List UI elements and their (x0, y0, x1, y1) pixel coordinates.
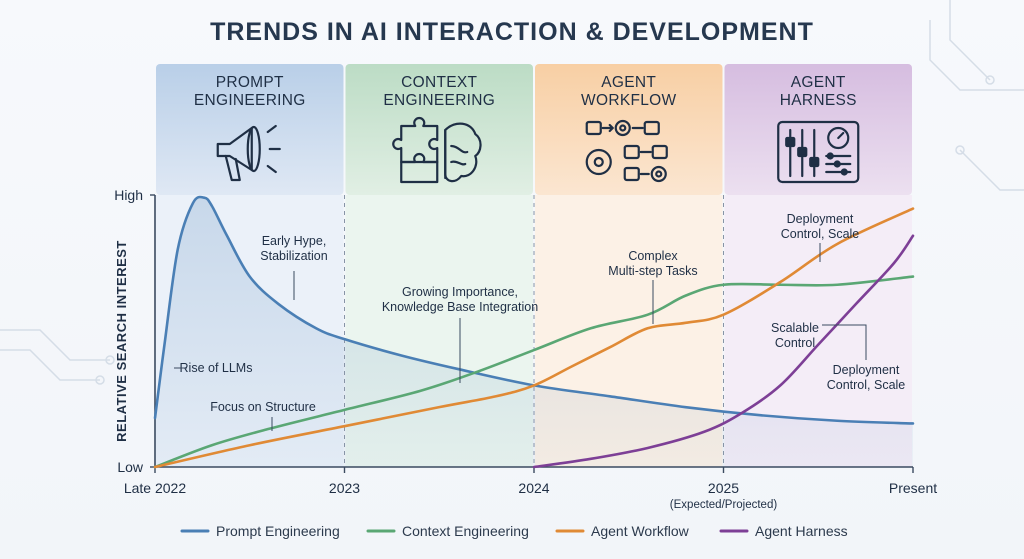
annotation-label: Complex Multi-step Tasks (608, 249, 697, 278)
y-axis-label: RELATIVE SEARCH INTEREST (114, 240, 129, 442)
chart-title: TRENDS IN AI INTERACTION & DEVELOPMENT (210, 18, 814, 46)
annotation-label: Focus on Structure (210, 400, 316, 414)
legend-label: Agent Harness (755, 523, 848, 539)
control-panel-icon (777, 120, 860, 184)
legend-label: Agent Workflow (591, 523, 690, 539)
puzzle-brain-icon (392, 116, 482, 184)
phase-label: AGENT HARNESS (780, 74, 857, 109)
workflow-gears-icon (585, 119, 668, 183)
legend-label: Context Engineering (402, 523, 529, 539)
y-tick-label: High (114, 187, 143, 203)
x-tick-label: Late 2022 (124, 480, 186, 496)
x-tick-label: 2023 (329, 480, 360, 496)
phase-header (724, 64, 912, 195)
legend-item: Context Engineering (366, 523, 529, 539)
legend-item: Agent Harness (719, 523, 848, 539)
phase-header (345, 64, 533, 195)
x-tick-label: 2025 (708, 480, 739, 496)
prompt-area-fill (155, 196, 913, 468)
annotation-label: Early Hype, Stabilization (260, 234, 327, 263)
series-line-context (153, 275, 915, 469)
annotation-label: Deployment Control, Scale (827, 363, 906, 392)
legend-item: Agent Workflow (555, 523, 690, 539)
x-tick-sublabel: (Expected/Projected) (670, 499, 778, 511)
annotation-leader (822, 324, 867, 360)
annotation-label: Deployment Control, Scale (781, 212, 860, 241)
legend-item: Prompt Engineering (180, 523, 340, 539)
series-line-prompt (153, 195, 915, 425)
x-tick-label: Present (889, 480, 937, 496)
phase-label: AGENT WORKFLOW (581, 74, 676, 109)
x-tick-label: 2024 (518, 480, 549, 496)
y-tick-label: Low (117, 459, 144, 475)
phase-label: PROMPT ENGINEERING (194, 74, 306, 109)
phase-label: CONTEXT ENGINEERING (383, 74, 495, 109)
annotation-label: Growing Importance, Knowledge Base Integr… (382, 285, 538, 314)
series-line-agent-harness (532, 234, 915, 469)
series-line-agent-workflow (153, 207, 915, 469)
legend-label: Prompt Engineering (216, 523, 340, 539)
circuit-decoration (0, 0, 1024, 385)
annotation-label: Rise of LLMs (180, 361, 253, 375)
megaphone-icon (216, 124, 281, 182)
annotation-label: Scalable Control (771, 321, 819, 350)
